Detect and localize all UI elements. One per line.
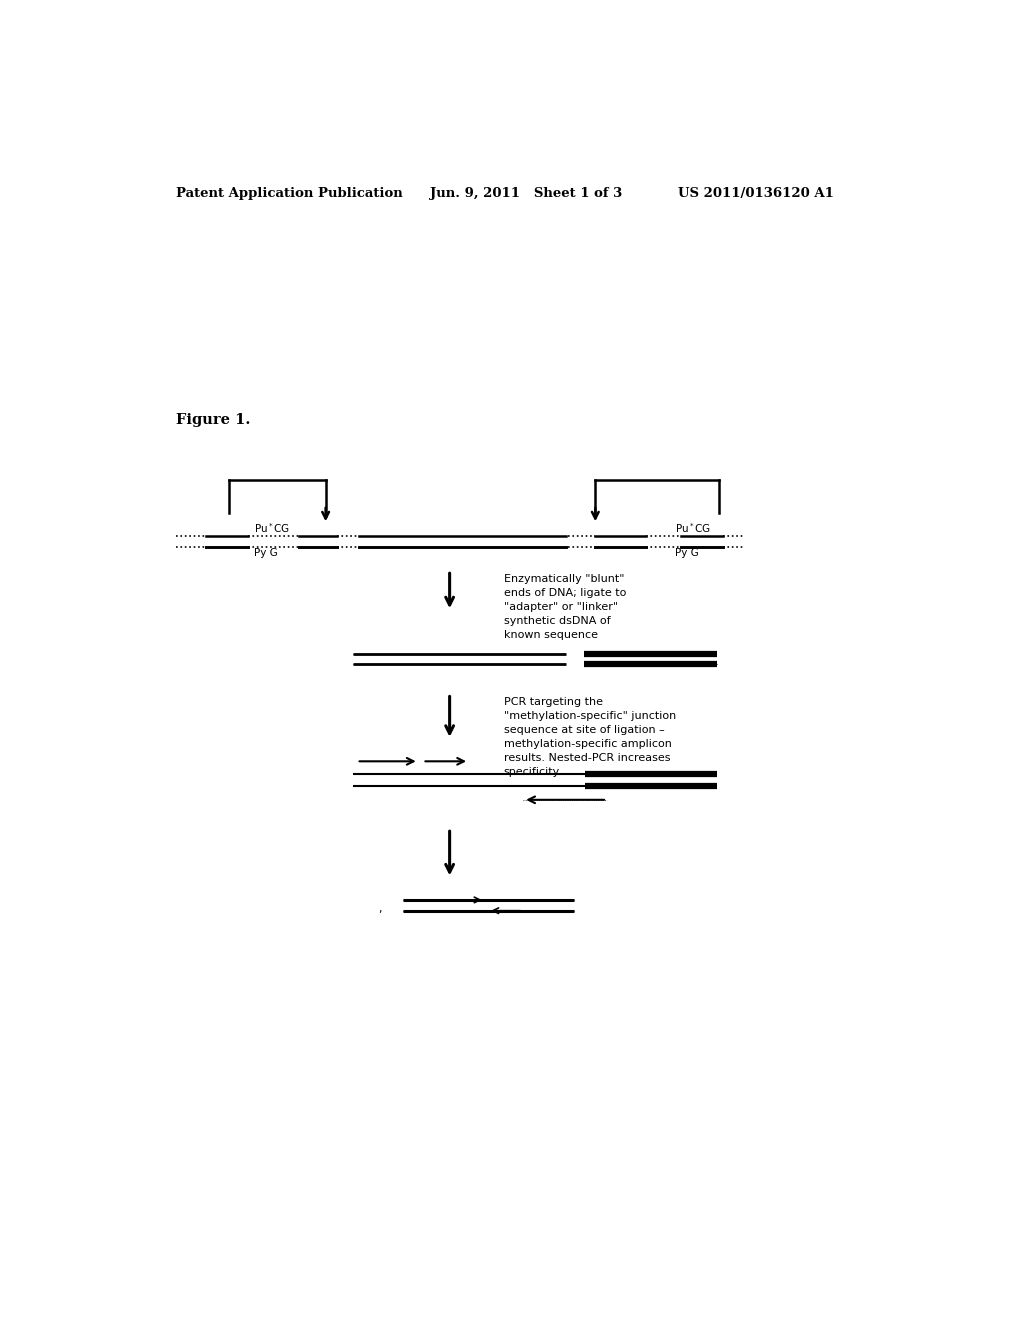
Text: ,: ,	[378, 904, 382, 915]
Text: Patent Application Publication: Patent Application Publication	[176, 186, 402, 199]
Text: Pu$^*$CG: Pu$^*$CG	[254, 521, 290, 535]
Text: Py G: Py G	[254, 548, 278, 558]
Text: PCR targeting the
"methylation-specific" junction
sequence at site of ligation –: PCR targeting the "methylation-specific"…	[504, 697, 676, 777]
Text: US 2011/0136120 A1: US 2011/0136120 A1	[678, 186, 835, 199]
Text: Figure 1.: Figure 1.	[176, 413, 251, 428]
Text: Py G: Py G	[675, 548, 699, 558]
Text: Enzymatically "blunt"
ends of DNA; ligate to
"adapter" or "linker"
synthetic dsD: Enzymatically "blunt" ends of DNA; ligat…	[504, 574, 627, 640]
Text: Jun. 9, 2011   Sheet 1 of 3: Jun. 9, 2011 Sheet 1 of 3	[430, 186, 623, 199]
Text: Pu$^*$CG: Pu$^*$CG	[675, 521, 712, 535]
